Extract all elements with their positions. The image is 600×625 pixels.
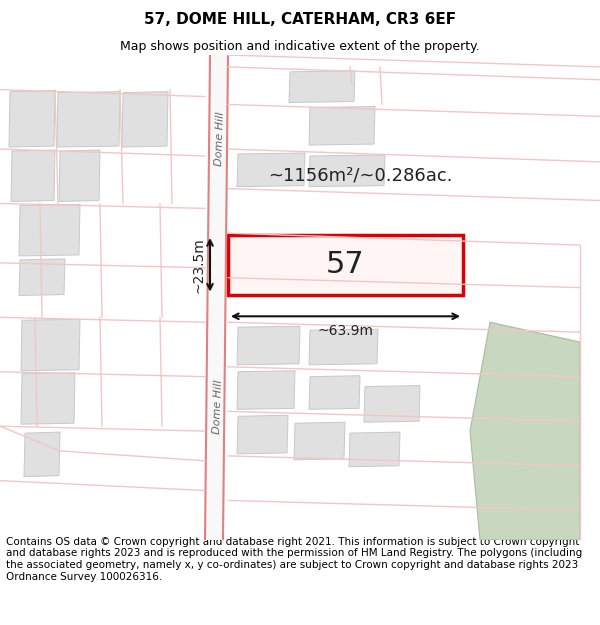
Polygon shape (309, 329, 378, 365)
Polygon shape (237, 326, 300, 365)
Polygon shape (364, 386, 420, 423)
Text: ~63.9m: ~63.9m (317, 324, 373, 338)
Bar (228, 235, 463, 294)
Text: ~23.5m: ~23.5m (191, 237, 205, 292)
Polygon shape (11, 150, 55, 201)
Polygon shape (309, 376, 360, 409)
Polygon shape (349, 432, 400, 467)
Polygon shape (289, 71, 355, 102)
Polygon shape (309, 155, 385, 187)
Polygon shape (205, 55, 228, 540)
Text: Dome Hill: Dome Hill (214, 112, 226, 166)
Polygon shape (237, 371, 295, 409)
Text: Map shows position and indicative extent of the property.: Map shows position and indicative extent… (120, 39, 480, 52)
Polygon shape (57, 92, 120, 147)
Text: Contains OS data © Crown copyright and database right 2021. This information is : Contains OS data © Crown copyright and d… (6, 537, 582, 582)
Polygon shape (309, 106, 375, 145)
Polygon shape (9, 91, 55, 147)
Polygon shape (19, 204, 80, 256)
Polygon shape (24, 432, 60, 477)
Polygon shape (122, 92, 168, 147)
Text: 57: 57 (326, 251, 365, 279)
Polygon shape (59, 150, 100, 201)
Text: ~1156m²/~0.286ac.: ~1156m²/~0.286ac. (268, 167, 452, 185)
Polygon shape (237, 153, 305, 187)
Text: 57, DOME HILL, CATERHAM, CR3 6EF: 57, DOME HILL, CATERHAM, CR3 6EF (144, 12, 456, 27)
Polygon shape (19, 259, 65, 296)
Polygon shape (21, 372, 75, 424)
Polygon shape (237, 415, 288, 454)
Polygon shape (470, 322, 580, 540)
Polygon shape (21, 319, 80, 371)
Polygon shape (294, 422, 345, 460)
Text: Dome Hill: Dome Hill (212, 379, 224, 434)
